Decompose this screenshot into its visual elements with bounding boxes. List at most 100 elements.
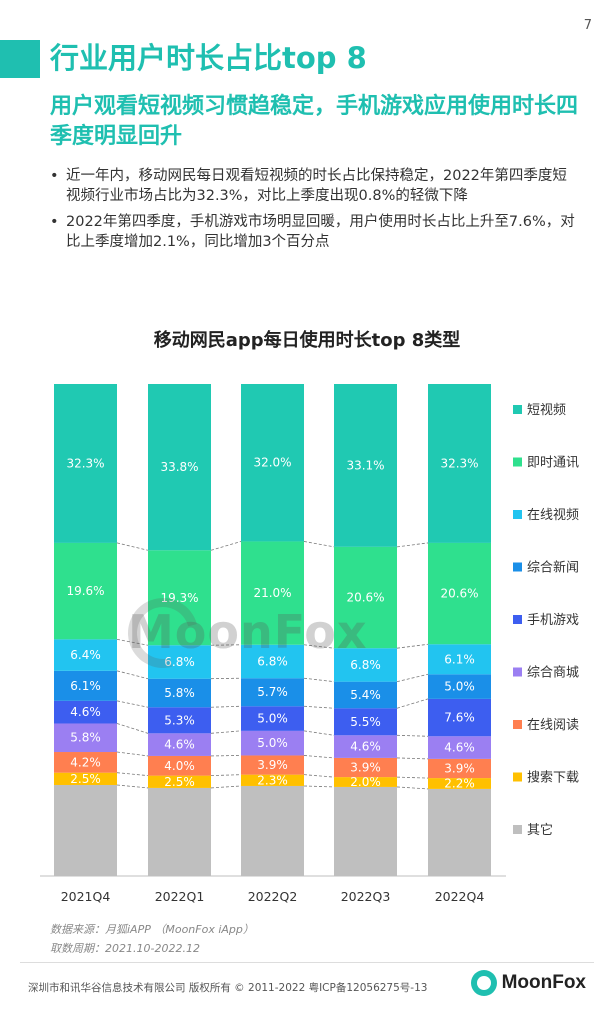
bar-segment-综合新闻 [334, 681, 397, 709]
period-line: 取数周期：2021.10-2022.12 [50, 942, 200, 955]
bar-segment-搜索下载 [428, 778, 491, 789]
bar-segment-手机游戏 [241, 706, 304, 731]
x-tick-label: 2022Q2 [248, 889, 298, 904]
bar-segment-手机游戏 [54, 700, 117, 724]
connector-line [396, 786, 429, 790]
bar-segment-即时通讯 [334, 546, 397, 649]
legend-label: 搜索下载 [527, 771, 579, 786]
legend-swatch [513, 405, 522, 414]
data-label: 3.9% [350, 761, 381, 775]
legend-swatch [513, 772, 522, 782]
data-label: 6.1% [444, 652, 475, 666]
legend-label: 短视频 [527, 403, 566, 418]
legend-label: 在线视频 [527, 508, 579, 523]
data-label: 2.2% [444, 777, 475, 791]
footer-copyright: 深圳市和讯华谷信息技术有限公司 版权所有 © 2011-2022 粤ICP备12… [28, 982, 428, 994]
data-label: 32.3% [440, 456, 478, 470]
data-label: 20.6% [346, 591, 384, 605]
connector-line [396, 643, 429, 649]
page-number: 7 [583, 18, 592, 33]
data-label: 32.0% [253, 456, 291, 470]
data-label: 6.8% [350, 658, 381, 672]
moonfox-logo-icon [470, 970, 497, 996]
bar-segment-在线阅读 [241, 755, 304, 775]
connector-line [303, 730, 335, 736]
bar-segment-其它 [54, 784, 117, 876]
bar-segment-综合商城 [241, 730, 304, 756]
connector-line [116, 784, 149, 789]
data-label: 3.9% [444, 761, 475, 775]
bullet-item: 近一年内，移动网民每日观看短视频的时长占比保持稳定，2022年第四季度短视频行业… [50, 166, 580, 206]
data-label: 6.8% [257, 654, 288, 668]
connector-line [303, 644, 335, 649]
connector-line [396, 757, 429, 760]
data-label: 2.5% [164, 775, 195, 789]
data-label: 5.3% [164, 713, 195, 727]
bar-segment-在线视频 [54, 639, 117, 671]
legend-label: 综合新闻 [527, 560, 579, 576]
x-tick-label: 2022Q3 [341, 889, 391, 904]
data-label: 4.2% [70, 755, 101, 769]
connector-line [210, 541, 242, 551]
bar-segment-在线阅读 [428, 758, 491, 779]
footer-logo-text: MoonFox [501, 972, 586, 993]
connector-line [396, 776, 429, 779]
title-accent-bar [0, 40, 40, 78]
bar-segment-综合商城 [334, 735, 397, 758]
bar-segment-在线阅读 [334, 757, 397, 778]
bar-segment-短视频 [428, 384, 491, 543]
bar-segment-手机游戏 [148, 707, 211, 734]
bar-segment-搜索下载 [148, 775, 211, 788]
bar-segment-综合新闻 [148, 678, 211, 708]
connector-line [116, 751, 149, 757]
bar-segment-即时通讯 [148, 550, 211, 646]
legend-label: 在线阅读 [527, 718, 579, 733]
legend-swatch [513, 562, 522, 572]
bar-segment-综合商城 [428, 736, 491, 759]
connector-line [116, 700, 149, 708]
bar-segment-在线视频 [334, 648, 397, 682]
data-label: 5.0% [257, 736, 288, 750]
bar-segment-手机游戏 [428, 698, 491, 737]
data-source: 数据来源：月狐iAPP （MoonFox iApp） 取数周期：2021.10-… [50, 920, 254, 958]
connector-line [116, 723, 149, 734]
data-label: 33.1% [346, 458, 384, 472]
bar-segment-其它 [428, 788, 491, 876]
legend-swatch [513, 720, 522, 729]
data-label: 4.6% [164, 738, 195, 752]
x-tick-label: 2021Q4 [61, 889, 111, 904]
bar-segment-搜索下载 [334, 777, 397, 787]
bar-segment-短视频 [241, 384, 304, 542]
legend-swatch [513, 667, 522, 677]
data-label: 6.4% [70, 648, 101, 662]
x-tick-label: 2022Q4 [435, 889, 485, 904]
page-subtitle: 用户观看短视频习惯趋稳定，手机游戏应用使用时长四季度明显回升 [50, 94, 579, 149]
data-label: 4.6% [350, 740, 381, 754]
connector-line [210, 785, 242, 789]
connector-line [303, 774, 335, 778]
page-title: 行业用户时长占比top 8 [50, 41, 367, 75]
data-label: 7.6% [444, 711, 475, 725]
data-label: 20.6% [440, 587, 478, 601]
data-label: 5.5% [350, 715, 381, 729]
stacked-bar-chart: 2.5% 4.2% 5.8% 4.6% 6.1% 6.4% 19.6% 32.3% 2021Q4… [40, 384, 579, 904]
bar-segment-综合新闻 [428, 674, 491, 699]
source-line: 数据来源：月狐iAPP （MoonFox iApp） [50, 923, 254, 936]
legend-label: 手机游戏 [527, 613, 579, 628]
connector-line [396, 673, 429, 683]
connector-line [210, 730, 242, 734]
bar-segment-综合商城 [148, 733, 211, 756]
connector-line [116, 670, 149, 680]
legend-swatch [513, 510, 522, 519]
bar-segment-短视频 [148, 384, 211, 551]
chart-title: 移动网民app每日使用时长top 8类型 [153, 330, 461, 351]
data-label: 2.0% [350, 775, 381, 789]
bar-segment-在线视频 [428, 644, 491, 675]
data-label: 19.3% [160, 591, 198, 605]
legend-label: 即时通讯 [527, 456, 579, 471]
connector-line [210, 705, 242, 708]
bar-segment-综合商城 [54, 723, 117, 753]
data-label: 6.8% [164, 655, 195, 669]
bar-segment-在线阅读 [54, 752, 117, 773]
data-label: 5.0% [257, 712, 288, 726]
